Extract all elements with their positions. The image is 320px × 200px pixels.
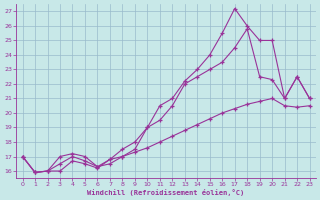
X-axis label: Windchill (Refroidissement éolien,°C): Windchill (Refroidissement éolien,°C) xyxy=(87,189,245,196)
